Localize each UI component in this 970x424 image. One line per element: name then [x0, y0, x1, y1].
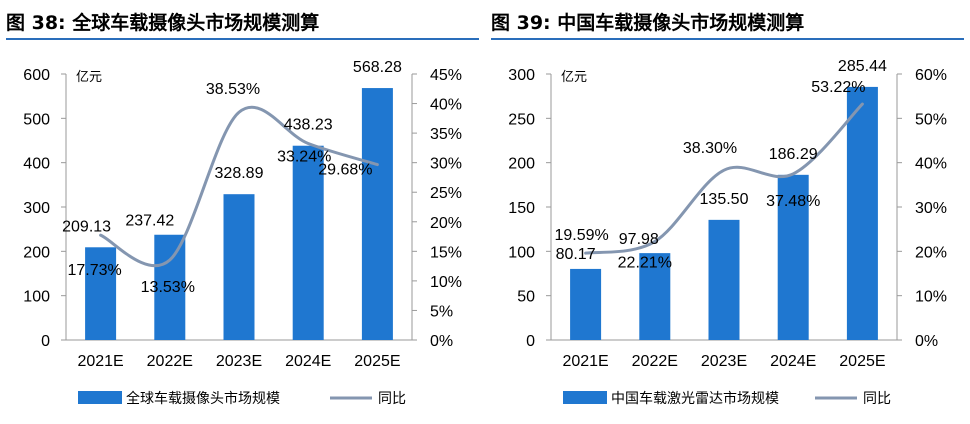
chart-panel-global: 图 38: 全球车载摄像头市场规模测算 0 100 200 300 400 500 600 0… — [6, 12, 479, 406]
y-tick-label: 150 — [508, 200, 535, 217]
bar-value-label: 80.17 — [556, 246, 596, 263]
bar — [846, 86, 878, 340]
chart-global-camera-market: 0 100 200 300 400 500 600 0% 5% 10% 15% 20% 25% 30% 35… — [23, 59, 462, 406]
unit-label: 亿元 — [561, 69, 587, 84]
line-value-label: 53.22% — [811, 79, 865, 96]
y-tick-label: 100 — [23, 289, 50, 306]
bar-value-label: 135.50 — [700, 191, 749, 208]
bar-value-label: 285.44 — [838, 58, 887, 75]
line-value-label: 37.48% — [766, 193, 820, 210]
y-tick-label: 100 — [508, 244, 535, 261]
line-value-label: 19.59% — [554, 227, 608, 244]
y2-tick-label: 15% — [430, 244, 462, 261]
line-value-label: 13.53% — [141, 279, 195, 296]
legend-swatch-bar — [78, 391, 122, 404]
bar — [777, 174, 809, 340]
y2-tick-label: 10% — [430, 274, 462, 291]
line-series-yoy — [99, 105, 379, 268]
bar — [639, 253, 671, 340]
legend-label-line: 同比 — [863, 390, 891, 406]
bar-value-label: 209.13 — [62, 218, 111, 235]
y2-tick-label: 50% — [915, 111, 947, 128]
y2-tick-label: 30% — [915, 200, 947, 217]
bar — [570, 268, 602, 340]
title-rule — [491, 38, 964, 40]
bar-value-label: 186.29 — [769, 146, 818, 163]
y2-tick-label: 30% — [430, 156, 462, 173]
x-tick-label: 2021E — [77, 353, 123, 370]
legend-label-bar: 全球车载摄像头市场规模 — [126, 390, 280, 406]
y-tick-label: 0 — [41, 333, 50, 350]
bar — [708, 219, 740, 340]
unit-label: 亿元 — [76, 69, 102, 84]
x-tick-label: 2022E — [632, 353, 678, 370]
y-tick-label: 200 — [23, 244, 50, 261]
bar — [154, 234, 186, 340]
y-tick-label: 200 — [508, 156, 535, 173]
x-tick-label: 2023E — [701, 353, 747, 370]
line-value-label: 29.68% — [318, 162, 372, 179]
bar-value-label: 568.28 — [353, 59, 402, 76]
bar-value-label: 328.89 — [215, 165, 264, 182]
x-tick-label: 2025E — [354, 353, 400, 370]
bar-value-label: 97.98 — [619, 231, 659, 248]
line-value-label: 22.21% — [618, 255, 672, 272]
y-tick-label: 500 — [23, 111, 50, 128]
bar-value-label: 438.23 — [284, 117, 333, 134]
bar — [223, 194, 255, 340]
y-tick-label: 300 — [23, 200, 50, 217]
x-tick-label: 2024E — [285, 353, 331, 370]
y2-tick-label: 45% — [430, 67, 462, 84]
y2-tick-label: 10% — [915, 289, 947, 306]
y-tick-label: 400 — [23, 156, 50, 173]
x-tick-label: 2022E — [147, 353, 193, 370]
chart-china-camera-market: 0 50 100 150 200 250 300 0% 10% 20% 30% 40% 50% 60% 亿元… — [508, 58, 947, 406]
chart-panel-china: 图 39: 中国车载摄像头市场规模测算 0 50 100 150 200 250 300 0%… — [485, 0, 970, 424]
y2-tick-label: 35% — [430, 126, 462, 143]
y2-tick-label: 60% — [915, 67, 947, 84]
bar-value-label: 237.42 — [125, 213, 174, 230]
x-tick-label: 2021E — [562, 353, 608, 370]
y-tick-label: 250 — [508, 111, 535, 128]
line-value-label: 17.73% — [67, 262, 121, 279]
legend-label-line: 同比 — [378, 390, 406, 406]
figure-title: 图 39: 中国车载摄像头市场规模测算 — [491, 12, 805, 34]
y2-tick-label: 0% — [915, 333, 938, 350]
line-value-label: 38.53% — [206, 81, 260, 98]
line-value-label: 38.30% — [683, 140, 737, 157]
bar — [292, 145, 324, 340]
x-tick-label: 2025E — [839, 353, 885, 370]
y2-tick-label: 0% — [430, 333, 453, 350]
y-tick-label: 0 — [526, 333, 535, 350]
y-tick-label: 600 — [23, 67, 50, 84]
legend-label-bar: 中国车载激光雷达市场规模 — [611, 390, 779, 406]
y-tick-label: 300 — [508, 67, 535, 84]
figure-title: 图 38: 全球车载摄像头市场规模测算 — [6, 12, 320, 34]
y2-tick-label: 5% — [430, 303, 453, 320]
y2-tick-label: 25% — [430, 185, 462, 202]
line-value-label: 33.24% — [277, 149, 331, 166]
title-rule — [6, 38, 479, 40]
legend-swatch-bar — [563, 391, 607, 404]
y2-tick-label: 20% — [915, 244, 947, 261]
y2-tick-label: 40% — [430, 97, 462, 114]
y2-tick-label: 40% — [915, 156, 947, 173]
y2-tick-label: 20% — [430, 215, 462, 232]
bar — [361, 88, 393, 340]
bar — [85, 247, 117, 340]
x-tick-label: 2024E — [770, 353, 816, 370]
y-tick-label: 50 — [517, 289, 535, 306]
x-tick-label: 2023E — [216, 353, 262, 370]
